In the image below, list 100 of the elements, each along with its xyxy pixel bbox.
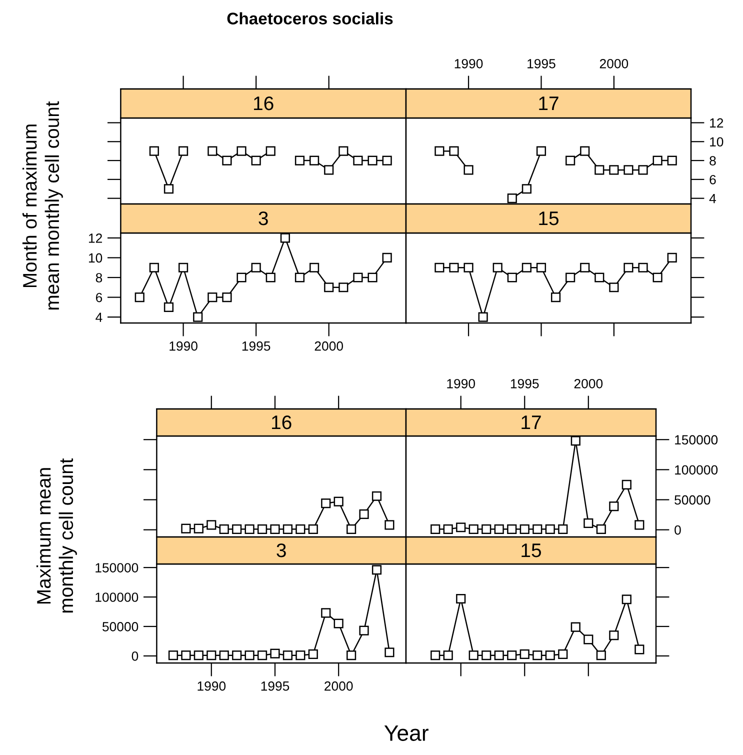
y-tick-label: 6 <box>710 174 716 184</box>
point <box>430 524 440 534</box>
point <box>584 634 594 644</box>
point <box>244 524 254 534</box>
y-tick-label: 8 <box>710 156 716 166</box>
point <box>609 282 619 292</box>
point <box>634 644 644 654</box>
point <box>208 146 218 156</box>
point <box>449 146 459 156</box>
point <box>232 524 242 534</box>
point <box>638 165 648 175</box>
point <box>222 292 232 302</box>
point <box>520 524 530 534</box>
point <box>558 649 568 659</box>
point <box>570 622 580 632</box>
point <box>550 292 561 302</box>
y-tick-label: 4 <box>709 194 716 204</box>
point <box>464 165 474 175</box>
x-tick-label: 1995 <box>242 341 270 351</box>
point <box>324 282 334 292</box>
point <box>168 650 178 660</box>
point <box>382 252 392 263</box>
y-tick-label: 50000 <box>102 622 138 632</box>
point <box>624 262 634 272</box>
chart-subtitle: 16 <box>272 415 292 430</box>
point <box>308 524 318 534</box>
point <box>368 156 378 166</box>
point <box>251 156 261 166</box>
y-tick-label: 12 <box>88 234 102 243</box>
x-tick-label: 1995 <box>261 681 290 691</box>
point <box>596 524 606 534</box>
point <box>434 262 444 272</box>
point <box>178 262 188 272</box>
point <box>282 650 292 660</box>
point <box>257 524 268 534</box>
y-tick-label: 10 <box>88 253 102 263</box>
y-tick-label: 50000 <box>674 495 710 505</box>
point <box>266 272 276 282</box>
point <box>622 480 632 490</box>
point <box>353 156 363 166</box>
point <box>194 524 204 534</box>
point <box>282 524 292 534</box>
point <box>338 146 348 156</box>
point <box>456 594 466 604</box>
x-tick-label: 1995 <box>510 378 539 388</box>
point <box>368 272 378 282</box>
x-tick-label: 2000 <box>324 681 353 691</box>
x-tick-label: 1990 <box>170 341 198 351</box>
x-tick-label: 1990 <box>454 58 483 68</box>
x-tick-label: 2000 <box>314 341 344 351</box>
point <box>456 522 466 532</box>
point <box>294 156 305 166</box>
point <box>321 498 331 508</box>
point <box>494 524 504 534</box>
point <box>545 524 555 534</box>
x-tick-label: 2000 <box>574 378 603 388</box>
point <box>372 565 382 575</box>
point <box>244 650 254 660</box>
point <box>310 262 320 272</box>
point <box>219 650 229 660</box>
point <box>507 194 517 204</box>
point <box>522 262 532 272</box>
chart-subtitle: 3 <box>276 543 286 558</box>
point <box>294 272 305 282</box>
point <box>181 650 191 660</box>
chart-subtitle: 17 <box>539 96 558 110</box>
point <box>206 650 216 660</box>
point <box>219 524 229 534</box>
point <box>638 262 648 272</box>
point <box>384 520 394 530</box>
point <box>634 520 644 530</box>
point <box>346 524 356 534</box>
point <box>522 184 532 194</box>
point <box>507 524 517 534</box>
point <box>222 156 232 166</box>
point <box>206 520 216 530</box>
point <box>321 608 331 618</box>
point <box>580 262 590 272</box>
point <box>622 594 632 604</box>
point <box>251 262 261 272</box>
point <box>468 524 478 534</box>
y-tick-label: 12 <box>710 118 724 128</box>
point <box>164 302 174 312</box>
point <box>338 282 348 292</box>
point <box>372 491 382 501</box>
point <box>584 518 594 528</box>
point <box>507 650 517 660</box>
point <box>532 524 542 534</box>
y-tick-label: 100000 <box>96 592 138 602</box>
point <box>443 524 453 534</box>
chart-title: Chaetoceros socialis <box>227 12 393 24</box>
x-tick-label: 1995 <box>528 58 556 68</box>
point <box>164 184 174 194</box>
point <box>545 650 555 660</box>
y-tick-label: 0 <box>674 525 681 535</box>
point <box>624 165 634 175</box>
chart-subtitle: 15 <box>539 212 558 226</box>
y-tick-label: 150000 <box>96 563 138 572</box>
x-tick-label: 1990 <box>447 378 476 388</box>
point <box>609 630 619 640</box>
